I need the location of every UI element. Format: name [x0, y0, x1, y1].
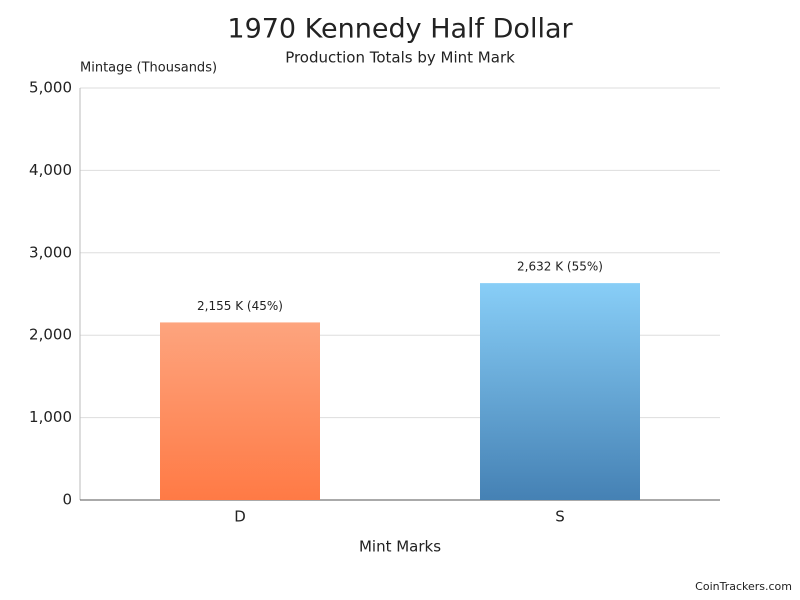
- y-tick-label: 0: [62, 491, 72, 509]
- y-tick-label: 3,000: [29, 243, 72, 261]
- y-tick-label: 2,000: [29, 326, 72, 344]
- data-label: 2,632 K (55%): [517, 260, 603, 274]
- x-tick-label: S: [555, 508, 565, 526]
- y-tick-label: 4,000: [29, 161, 72, 179]
- x-axis-title: Mint Marks: [359, 538, 441, 556]
- chart-subtitle: Production Totals by Mint Mark: [285, 49, 515, 67]
- y-axis-title: Mintage (Thousands): [80, 61, 217, 76]
- chart-title: 1970 Kennedy Half Dollar: [227, 14, 573, 45]
- y-tick-label: 1,000: [29, 408, 72, 426]
- bar: [480, 283, 640, 500]
- footer: CoinTrackers.com: [695, 580, 792, 593]
- x-tick-label: D: [234, 508, 246, 526]
- bar: [160, 322, 320, 500]
- data-label: 2,155 K (45%): [197, 299, 283, 313]
- y-tick-label: 5,000: [29, 79, 72, 97]
